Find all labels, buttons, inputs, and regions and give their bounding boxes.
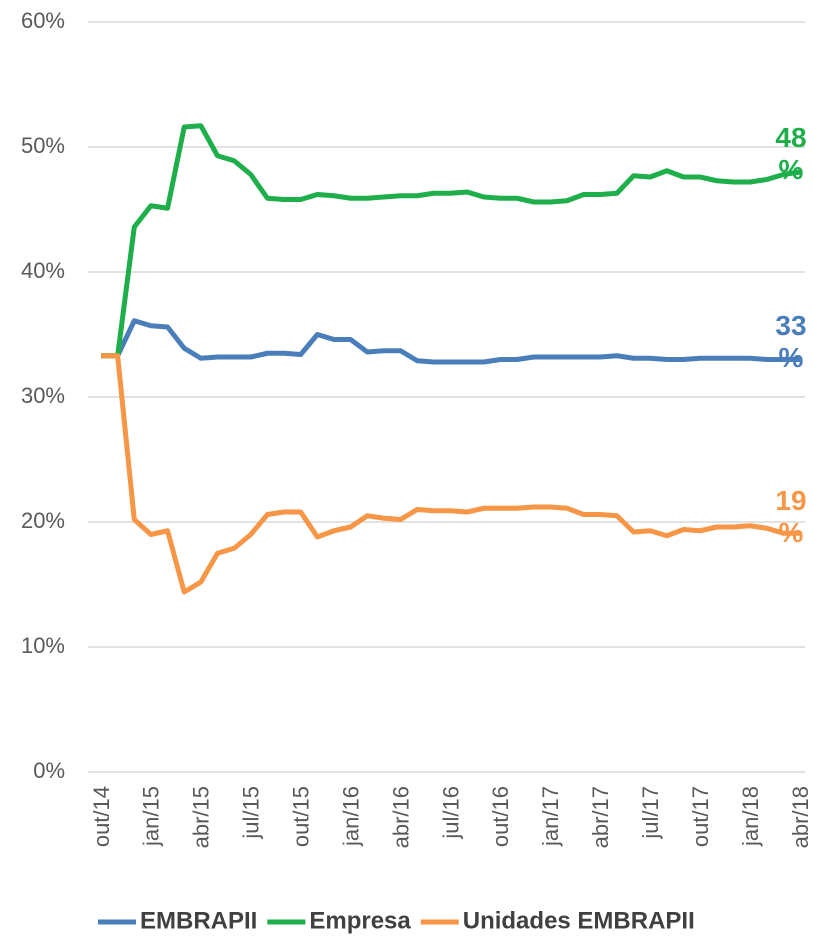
x-tick-label: abr/15 [189,786,214,848]
legend-label: Empresa [309,907,411,934]
y-tick-label: 50% [21,133,65,158]
end-label: 19 % [775,484,807,548]
legend-label: EMBRAPII [140,907,257,934]
x-tick-label: jul/17 [638,786,663,840]
legend: EMBRAPII Empresa Unidades EMBRAPII [98,907,695,934]
y-tick-label: 20% [21,508,65,533]
x-tick-label: out/17 [688,786,713,847]
end-label: 33 % [775,309,807,373]
x-tick-label: jan/16 [338,786,363,847]
x-tick-label: abr/18 [788,786,813,848]
series-line [101,123,801,359]
x-tick-label: out/15 [289,786,314,847]
x-tick-label: jul/16 [438,786,463,840]
x-tick-label: out/14 [89,786,114,847]
series-line [101,353,800,595]
y-tick-label: 40% [21,258,65,283]
x-tick-label: jan/15 [139,786,164,847]
y-tick-label: 10% [21,633,65,658]
x-tick-label: abr/17 [588,786,613,848]
y-tick-label: 0% [33,758,65,783]
end-label: 48 % [775,122,807,185]
x-tick-label: jan/17 [538,786,563,847]
y-tick-label: 30% [21,383,65,408]
series-line [101,318,800,365]
x-tick-label: jul/15 [239,786,264,840]
legend-label: Unidades EMBRAPII [463,907,695,934]
y-tick-label: 60% [21,8,65,33]
x-tick-label: out/16 [488,786,513,847]
x-tick-label: jan/18 [738,786,763,847]
x-tick-label: abr/16 [388,786,413,848]
